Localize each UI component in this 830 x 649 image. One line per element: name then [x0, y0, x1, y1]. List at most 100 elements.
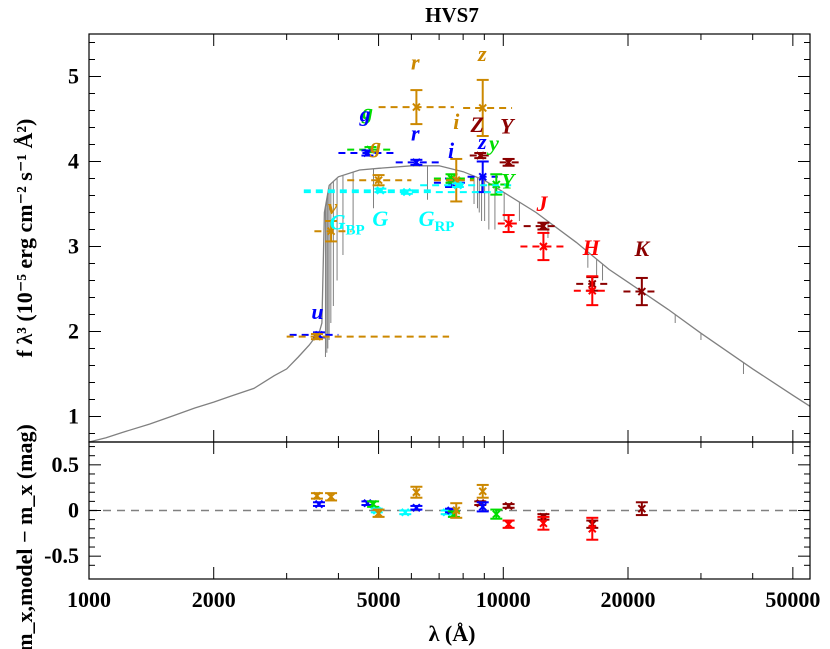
sed-point-r — [395, 158, 440, 167]
band-label: i — [448, 138, 455, 163]
data-marker — [363, 148, 372, 158]
sed-point-G — [303, 187, 504, 197]
band-label: z — [477, 129, 487, 154]
x-axis-label: λ (Å) — [429, 621, 476, 646]
residual-point — [537, 515, 550, 531]
sed-point-H — [573, 275, 610, 307]
data-marker — [504, 158, 513, 167]
residual-y-tick-label: 0.5 — [52, 452, 80, 477]
data-marker — [478, 487, 487, 496]
residual-point — [476, 501, 489, 513]
band-label: g — [359, 102, 371, 127]
residual-point — [450, 502, 463, 519]
band-label: g — [369, 133, 381, 158]
residual-point — [586, 516, 599, 541]
data-marker — [412, 158, 421, 167]
sed-y-tick-label: 3 — [68, 234, 79, 259]
data-marker — [312, 491, 322, 501]
sed-point-J — [520, 231, 564, 262]
sed-y-tick-label: 1 — [68, 404, 79, 429]
residual-point — [367, 499, 380, 509]
sed-point-G_RP — [420, 181, 513, 190]
sed-point-z — [463, 78, 513, 137]
data-marker — [401, 508, 410, 517]
sed-point-J — [523, 221, 556, 231]
sed-point-z — [467, 160, 498, 194]
sed-y-tick-label: 2 — [68, 319, 79, 344]
sed-point-r — [378, 89, 454, 126]
data-marker — [539, 519, 548, 528]
data-marker — [478, 103, 487, 113]
x-tick-label: 20000 — [600, 587, 655, 612]
residual-point — [399, 508, 412, 517]
band-label: r — [411, 50, 420, 75]
band-label: g — [361, 99, 373, 124]
data-marker — [478, 172, 487, 182]
data-marker — [637, 504, 647, 513]
band-label: J — [535, 191, 548, 216]
data-marker — [504, 219, 513, 228]
sed-point-g — [347, 174, 412, 187]
sed-point-v — [314, 220, 352, 243]
data-marker — [402, 187, 412, 197]
band-label: G — [372, 206, 388, 231]
data-marker — [453, 181, 463, 190]
residual-y-tick-label: -0.5 — [44, 543, 79, 568]
sed-point-Y — [497, 214, 519, 234]
residual-point — [635, 501, 648, 517]
x-tick-label: 2000 — [192, 587, 236, 612]
band-label: GBP — [330, 210, 365, 239]
sed-point-Z — [469, 151, 491, 160]
data-marker — [588, 286, 597, 295]
data-marker — [326, 492, 336, 502]
sed-point-u — [286, 332, 450, 341]
band-label: y — [486, 130, 499, 155]
residual-point — [325, 492, 338, 502]
data-marker — [452, 506, 461, 515]
x-tick-label: 5000 — [357, 587, 401, 612]
band-label: K — [633, 236, 650, 261]
residual-point — [502, 519, 515, 529]
band-label: Y — [501, 169, 517, 194]
band-label: Y — [500, 113, 516, 138]
x-tick-label: 50000 — [765, 587, 820, 612]
sed-point-g — [338, 148, 396, 158]
residual-point — [410, 503, 423, 512]
data-marker — [539, 221, 548, 231]
residual-panel: -0.5 0 0.5 — [44, 441, 811, 580]
band-label: GRP — [419, 206, 455, 235]
model-spectrum-line — [89, 165, 810, 442]
data-marker — [374, 509, 383, 518]
data-marker — [412, 102, 421, 112]
data-marker — [637, 287, 647, 296]
sed-y-axis-label: f λ³ (10⁻⁵ erg cm⁻² s⁻¹ Å²) — [12, 119, 37, 358]
residual-point — [310, 491, 323, 501]
sed-point-i — [433, 157, 475, 203]
data-marker — [314, 499, 324, 509]
band-label: r — [411, 120, 420, 145]
data-marker — [476, 151, 485, 160]
data-marker — [539, 242, 548, 251]
data-marker — [374, 175, 383, 185]
residual-point — [490, 508, 503, 520]
data-marker — [412, 503, 421, 512]
data-marker — [312, 332, 322, 341]
band-label: H — [582, 235, 601, 260]
sed-point-K — [623, 276, 658, 307]
band-label: v — [328, 194, 338, 219]
x-tick-label: 10000 — [476, 587, 531, 612]
data-marker — [478, 502, 487, 512]
data-marker — [412, 488, 421, 497]
sed-point-Y — [499, 157, 519, 167]
data-marker — [326, 226, 336, 236]
chart-title: HVS7 — [425, 3, 479, 27]
data-marker — [492, 509, 501, 519]
sed-y-tick-label: 5 — [68, 64, 79, 89]
residual-point — [410, 485, 423, 499]
residual-point — [502, 501, 515, 511]
data-marker — [504, 501, 513, 511]
band-label: z — [477, 41, 487, 66]
residual-y-tick-label: 0 — [68, 498, 79, 523]
